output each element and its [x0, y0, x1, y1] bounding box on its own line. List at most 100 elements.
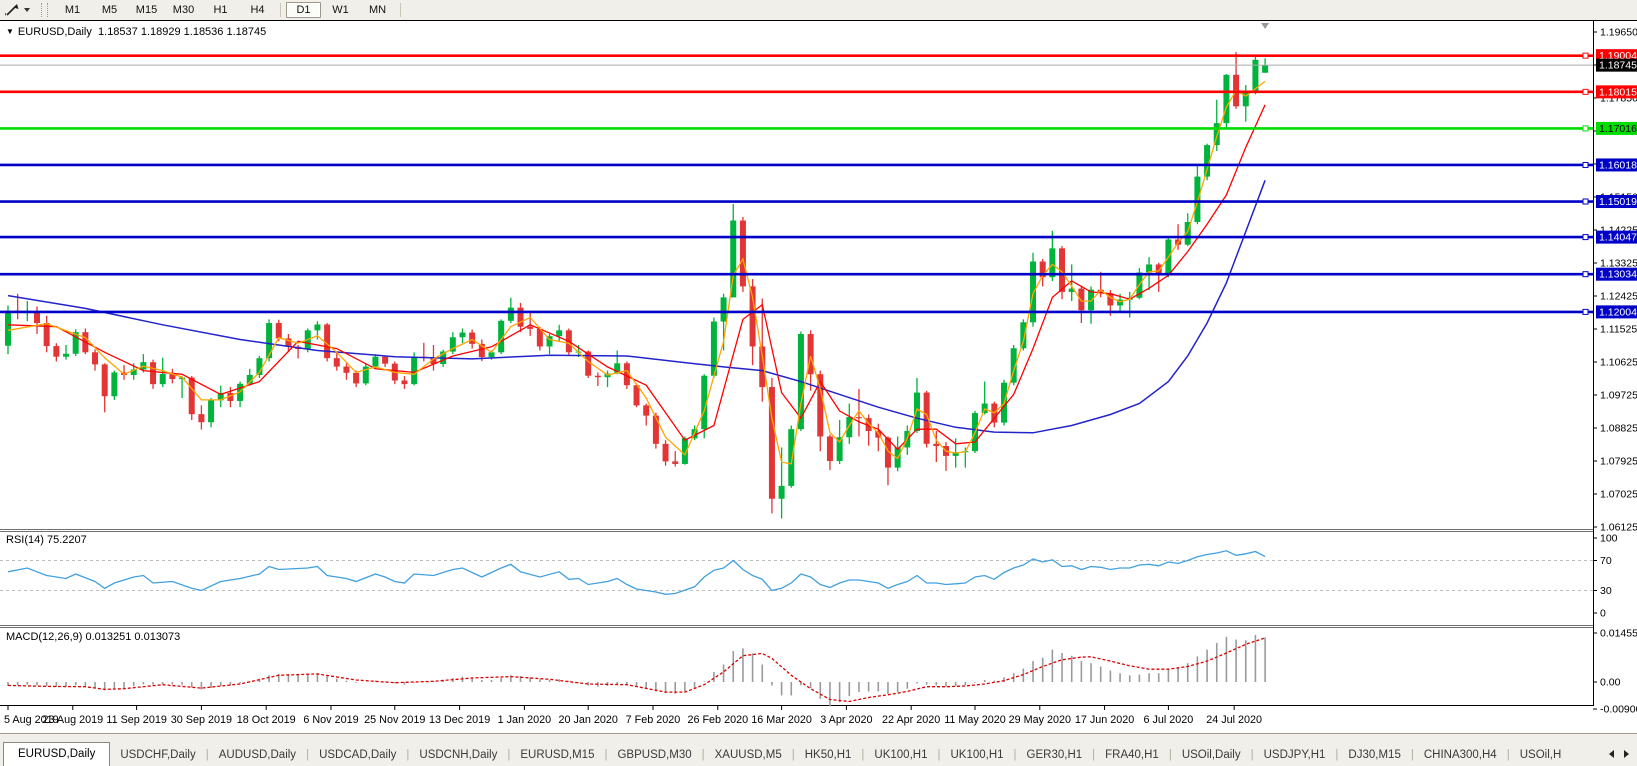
svg-text:22 Apr 2020: 22 Apr 2020 [882, 714, 940, 726]
candles [5, 52, 1269, 519]
svg-text:18 Oct 2019: 18 Oct 2019 [237, 714, 296, 726]
svg-text:1.17016: 1.17016 [1599, 123, 1637, 135]
tab-separator: | [1092, 749, 1096, 761]
svg-text:11 Sep 2019: 11 Sep 2019 [106, 714, 166, 726]
hline-price-label: 1.17016 [1596, 121, 1637, 135]
tab-separator: | [604, 749, 608, 761]
hline-price-label: 1.12004 [1596, 305, 1637, 319]
svg-text:1.16018: 1.16018 [1599, 159, 1637, 171]
chart-tab-china300-h4[interactable]: CHINA300,H4 [1423, 749, 1497, 761]
timeframe-button-mn[interactable]: MN [368, 4, 387, 16]
tab-scroll-buttons [1605, 750, 1637, 766]
tab-separator: | [1410, 749, 1414, 761]
chart-canvas[interactable]: 1.196501.187501.178501.169501.160501.151… [0, 20, 1637, 733]
svg-text:16 Mar 2020: 16 Mar 2020 [751, 714, 812, 726]
svg-text:5 Aug 2019: 5 Aug 2019 [4, 714, 59, 726]
horizontal-lines[interactable] [0, 52, 1593, 315]
line-studies-icon[interactable] [2, 1, 33, 19]
svg-text:0.014556: 0.014556 [1600, 628, 1637, 640]
tab-separator: | [306, 749, 310, 761]
svg-text:1.08825: 1.08825 [1600, 423, 1637, 435]
timeframe-button-h4[interactable]: H4 [250, 4, 265, 16]
chart-tab-uk100-h1[interactable]: UK100,H1 [950, 749, 1004, 761]
chevron-down-icon [24, 8, 30, 12]
current-price-label: 1.18745 [1596, 58, 1637, 72]
rsi-pane: 100 70 30 0 [0, 533, 1618, 620]
chart-shift-marker-icon[interactable] [1261, 23, 1270, 29]
tab-scroll-right-icon[interactable] [1624, 750, 1629, 758]
timeframe-button-w1[interactable]: W1 [332, 4, 349, 16]
svg-text:1.19650: 1.19650 [1600, 27, 1637, 39]
svg-text:-0.00900: -0.00900 [1600, 704, 1637, 716]
toolbar-grip-handle[interactable] [41, 3, 48, 17]
hline-price-label: 1.16018 [1596, 158, 1637, 172]
chart-tab-usdcad-daily[interactable]: USDCAD,Daily [319, 749, 397, 761]
timeframe-button-d1[interactable]: D1 [286, 2, 321, 18]
chart-tab-eurusd-daily[interactable]: EURUSD,Daily [3, 742, 111, 766]
svg-text:70: 70 [1600, 555, 1612, 567]
svg-text:1.13325: 1.13325 [1600, 258, 1637, 270]
chart-tab-usdchf-daily[interactable]: USDCHF,Daily [120, 749, 196, 761]
chart-title: ▼ EURUSD,Daily 1.18537 1.18929 1.18536 1.… [6, 26, 266, 38]
tab-separator: | [1335, 749, 1339, 761]
svg-text:1.18745: 1.18745 [1599, 60, 1637, 72]
svg-text:20 Jan 2020: 20 Jan 2020 [558, 714, 617, 726]
svg-text:3 Apr 2020: 3 Apr 2020 [820, 714, 872, 726]
svg-text:30: 30 [1600, 585, 1612, 597]
chart-title-ohlc: 1.18537 1.18929 1.18536 1.18745 [98, 26, 267, 38]
chart-tab-eurusd-m15[interactable]: EURUSD,M15 [520, 749, 595, 761]
chart-tab-usoil-daily[interactable]: USOil,Daily [1181, 749, 1241, 761]
chart-tab-uk100-h1[interactable]: UK100,H1 [874, 749, 928, 761]
svg-text:25 Nov 2019: 25 Nov 2019 [364, 714, 425, 726]
tab-separator: | [937, 749, 941, 761]
svg-text:1.11525: 1.11525 [1600, 324, 1637, 336]
chart-tab-gbpusd-m30[interactable]: GBPUSD,M30 [617, 749, 692, 761]
svg-text:1.14047: 1.14047 [1599, 232, 1637, 244]
macd-indicator-label: MACD(12,26,9) 0.013251 0.013073 [6, 631, 181, 643]
timeframe-button-m15[interactable]: M15 [135, 4, 158, 16]
ma-slow-blue [7, 180, 1266, 434]
svg-text:1.15019: 1.15019 [1599, 196, 1637, 208]
chart-tab-usdjpy-h1[interactable]: USDJPY,H1 [1263, 749, 1326, 761]
chart-tab-ger30-h1[interactable]: GER30,H1 [1026, 749, 1083, 761]
toolbar-separator [280, 3, 281, 17]
svg-text:1.07025: 1.07025 [1600, 489, 1637, 501]
chart-tab-usdcnh-daily[interactable]: USDCNH,Daily [419, 749, 498, 761]
chart-tab-audusd-daily[interactable]: AUDUSD,Daily [218, 749, 297, 761]
svg-text:1.09725: 1.09725 [1600, 390, 1637, 402]
timeframe-button-m30[interactable]: M30 [172, 4, 195, 16]
price-chart-window[interactable]: ▼ EURUSD,Daily 1.18537 1.18929 1.18536 1.… [0, 20, 1637, 733]
chart-tab-fra40-h1[interactable]: FRA40,H1 [1105, 749, 1159, 761]
svg-text:1.12004: 1.12004 [1599, 306, 1637, 318]
chart-tab-xauusd-m5[interactable]: XAUUSD,M5 [714, 749, 782, 761]
tab-scroll-left-icon[interactable] [1609, 750, 1614, 758]
chart-tab-hk50-h1[interactable]: HK50,H1 [804, 749, 852, 761]
tab-separator: | [507, 749, 511, 761]
tab-separator: | [1506, 749, 1510, 761]
svg-text:7 Feb 2020: 7 Feb 2020 [626, 714, 681, 726]
macd-signal-line [7, 637, 1266, 703]
svg-text:23 Aug 2019: 23 Aug 2019 [42, 714, 103, 726]
tab-separator: | [861, 749, 865, 761]
rsi-line [7, 550, 1266, 595]
tab-separator: | [1168, 749, 1172, 761]
tab-separator: | [1250, 749, 1254, 761]
svg-text:11 May 2020: 11 May 2020 [944, 714, 1006, 726]
svg-text:6 Jul 2020: 6 Jul 2020 [1143, 714, 1193, 726]
chart-tab-usoil-h[interactable]: USOil,H [1519, 749, 1562, 761]
hline-price-label: 1.14047 [1596, 230, 1637, 244]
timeframe-button-h1[interactable]: H1 [213, 4, 228, 16]
ma-fast-red [7, 104, 1266, 451]
svg-text:1.13034: 1.13034 [1599, 269, 1637, 281]
svg-text:1.07925: 1.07925 [1600, 456, 1637, 468]
tab-separator: | [701, 749, 705, 761]
svg-text:29 May 2020: 29 May 2020 [1009, 714, 1071, 726]
timeframe-button-m1[interactable]: M1 [64, 4, 81, 16]
collapse-triangle-icon[interactable]: ▼ [6, 27, 14, 36]
chart-title-symbol: EURUSD,Daily [17, 26, 92, 38]
timeframe-button-m5[interactable]: M5 [101, 4, 118, 16]
chart-tab-dj30-m15[interactable]: DJ30,M15 [1348, 749, 1401, 761]
timeframe-toolbar: M1 M5 M15 M30 H1 H4 D1 W1 MN [0, 0, 1637, 21]
